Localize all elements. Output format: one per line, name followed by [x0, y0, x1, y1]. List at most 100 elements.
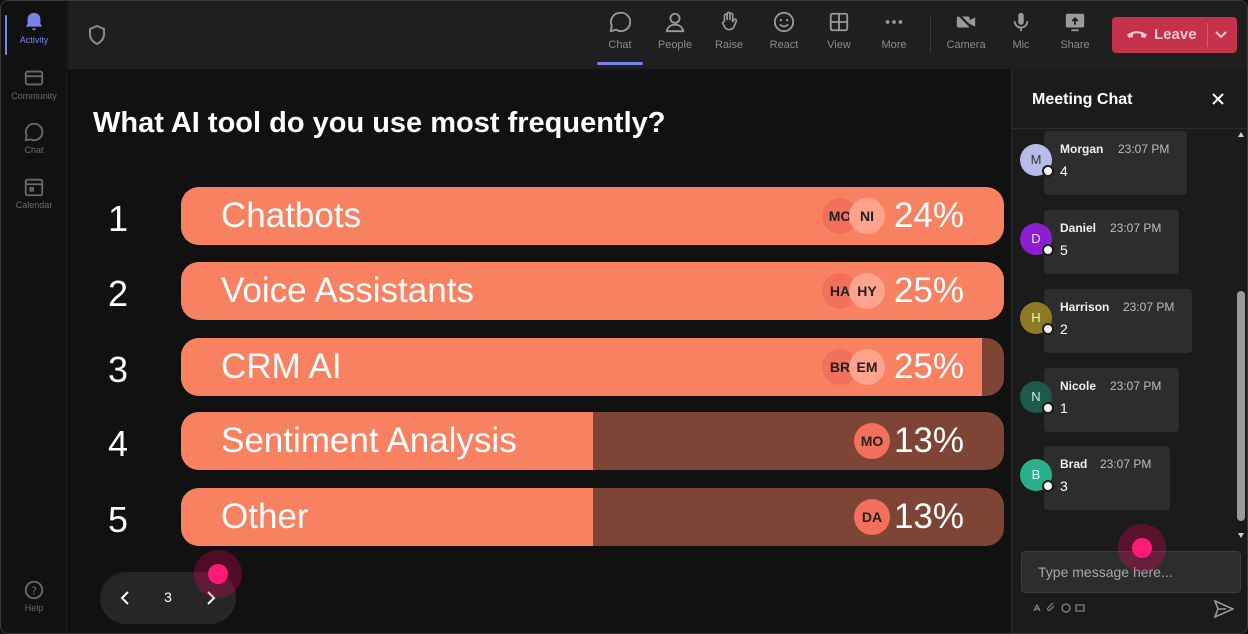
- avatar[interactable]: M: [1020, 144, 1054, 177]
- raise-hand-icon: [721, 11, 738, 31]
- toolbar-people-button[interactable]: People: [652, 11, 698, 65]
- option-percent: 24%: [893, 196, 964, 235]
- chevron-right-icon[interactable]: [200, 588, 220, 608]
- chevron-left-icon[interactable]: [116, 588, 136, 608]
- emoji-icon[interactable]: [1061, 603, 1071, 613]
- camera-off-icon: [956, 12, 976, 32]
- avatar[interactable]: B: [1020, 459, 1054, 492]
- poll-option-bar[interactable]: Voice Assistants HA HY 25%: [181, 262, 1004, 320]
- message-text: 5: [1060, 242, 1068, 258]
- app-rail: Activity Community Chat Calendar ? Help: [1, 1, 67, 633]
- toolbar-react-button[interactable]: React: [761, 11, 807, 65]
- toolbar-button-label: Raise: [714, 39, 744, 51]
- option-label: CRM AI: [221, 347, 342, 386]
- message-time: 23:07 PM: [1123, 300, 1175, 314]
- chat-message: Daniel 23:07 PM 5 D: [1012, 210, 1242, 274]
- presence-status-icon: [1042, 402, 1054, 414]
- toolbar-chat-button[interactable]: Chat: [597, 11, 643, 65]
- message-bubble: Brad 23:07 PM 3: [1044, 446, 1170, 510]
- react-icon: [773, 11, 795, 33]
- sender-name: Brad: [1060, 457, 1088, 471]
- gif-icon[interactable]: [1075, 603, 1085, 613]
- option-percent: 25%: [893, 271, 964, 310]
- presence-status-icon: [1042, 323, 1054, 335]
- meeting-toolbar: Chat People Raise React View More Camera: [68, 1, 1247, 69]
- page-number: 3: [164, 589, 172, 605]
- message-text: 3: [1060, 478, 1068, 494]
- toolbar-view-button[interactable]: View: [816, 11, 862, 65]
- view-grid-icon: [829, 12, 849, 32]
- rail-item-activity[interactable]: Activity: [1, 11, 67, 61]
- message-text: 2: [1060, 321, 1068, 337]
- sender-name: Harrison: [1060, 300, 1110, 314]
- avatar-initial: M: [1030, 152, 1042, 167]
- sender-name: Nicole: [1060, 379, 1097, 393]
- avatar[interactable]: N: [1020, 381, 1054, 414]
- poll-option-fill: [181, 488, 593, 546]
- poll-option-row: 4 Sentiment Analysis MO 13%: [68, 412, 1011, 470]
- message-time: 23:07 PM: [1118, 142, 1170, 156]
- chat-scrollbar[interactable]: [1235, 131, 1247, 541]
- toolbar-more-button[interactable]: More: [871, 11, 917, 65]
- scroll-up-icon[interactable]: [1237, 131, 1245, 139]
- toolbar-button-label: Chat: [608, 39, 632, 51]
- option-number: 5: [108, 499, 129, 540]
- option-label: Other: [221, 497, 309, 536]
- rail-item-label: Community: [11, 91, 57, 101]
- phone-hangup-icon: [1127, 31, 1147, 38]
- poll-option-bar[interactable]: Other DA 13%: [181, 488, 1004, 546]
- poll-option-bar[interactable]: Chatbots MO NI 24%: [181, 187, 1004, 245]
- svg-text:?: ?: [31, 585, 37, 598]
- leave-divider: [1207, 23, 1208, 47]
- rail-item-calendar[interactable]: Calendar: [1, 176, 67, 226]
- poll-option-row: 2 Voice Assistants HA HY 25%: [68, 262, 1011, 320]
- bell-icon: [25, 12, 43, 31]
- chat-icon: [609, 11, 631, 33]
- toolbar-mic-button[interactable]: Mic: [998, 11, 1044, 65]
- rail-item-community[interactable]: Community: [1, 67, 67, 117]
- option-label: Chatbots: [221, 196, 362, 235]
- chat-header: Meeting Chat: [1012, 69, 1247, 129]
- leave-button[interactable]: Leave: [1112, 17, 1237, 53]
- share-icon: [1065, 13, 1085, 32]
- toolbar-button-label: Mic: [1012, 39, 1030, 51]
- rail-item-label: Activity: [19, 35, 49, 45]
- meeting-chat-panel: Meeting Chat Morgan 23:07 PM 4 M Daniel …: [1011, 69, 1247, 633]
- rail-item-help[interactable]: ? Help: [1, 579, 67, 629]
- poll-stage: What AI tool do you use most frequently?…: [68, 69, 1011, 633]
- scroll-down-icon[interactable]: [1237, 531, 1245, 539]
- rail-item-chat[interactable]: Chat: [1, 121, 67, 171]
- close-icon[interactable]: [1210, 91, 1226, 107]
- send-icon[interactable]: [1214, 600, 1234, 618]
- chat-message-input[interactable]: [1021, 551, 1241, 593]
- avatar-initial: B: [1031, 467, 1041, 482]
- voter-chip: DA: [854, 499, 890, 535]
- voter-chip: EM: [849, 349, 885, 385]
- presence-status-icon: [1042, 165, 1054, 177]
- pointer-indicator: [194, 550, 242, 598]
- option-number: 1: [108, 198, 129, 239]
- toolbar-raise-button[interactable]: Raise: [706, 11, 752, 65]
- avatar-initial: D: [1031, 231, 1041, 246]
- message-time: 23:07 PM: [1110, 379, 1162, 393]
- option-percent: 25%: [893, 347, 964, 386]
- attach-icon[interactable]: [1047, 603, 1057, 613]
- rail-item-label: Chat: [24, 145, 44, 155]
- avatar[interactable]: H: [1020, 302, 1054, 335]
- poll-option-bar[interactable]: Sentiment Analysis MO 13%: [181, 412, 1004, 470]
- toolbar-camera-button[interactable]: Camera: [943, 11, 989, 65]
- option-label: Sentiment Analysis: [221, 421, 517, 460]
- avatar[interactable]: D: [1020, 223, 1054, 256]
- toolbar-share-button[interactable]: Share: [1052, 11, 1098, 65]
- poll-option-bar[interactable]: CRM AI BR EM 25%: [181, 338, 1004, 396]
- shield-icon[interactable]: [88, 25, 106, 45]
- poll-option-fill: [181, 412, 593, 470]
- message-time: 23:07 PM: [1100, 457, 1152, 471]
- format-icon[interactable]: [1032, 603, 1042, 613]
- chevron-down-icon[interactable]: [1213, 28, 1229, 42]
- option-percent: 13%: [893, 497, 964, 536]
- toolbar-button-label: View: [827, 39, 851, 51]
- message-time: 23:07 PM: [1110, 221, 1162, 235]
- scrollbar-thumb[interactable]: [1237, 291, 1245, 521]
